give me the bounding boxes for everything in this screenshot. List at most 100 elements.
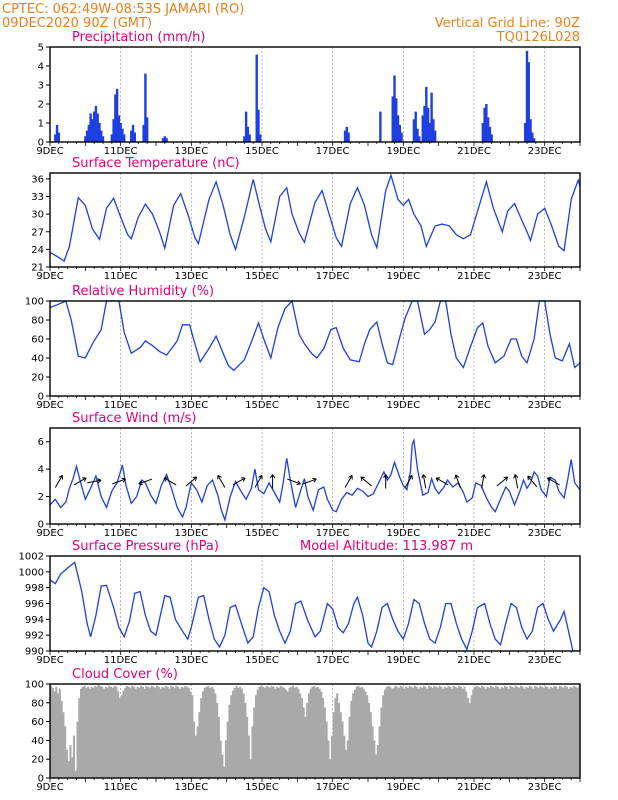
- cloud-bar: [516, 686, 519, 778]
- cloud-bar: [366, 695, 369, 778]
- precip-bar: [133, 132, 136, 142]
- x-tick-label: 15DEC: [245, 271, 279, 282]
- header-model-code: TQ0126L028: [496, 30, 580, 45]
- wind-arrow: [302, 478, 317, 485]
- x-tick-label: 19DEC: [386, 400, 420, 411]
- y-tick-label: 4: [38, 62, 44, 73]
- x-tick-label: 15DEC: [245, 782, 279, 793]
- wind-arrow: [112, 478, 126, 485]
- x-tick-label: 9DEC: [36, 400, 63, 411]
- cloud-bar: [209, 687, 212, 778]
- x-tick-label: 23DEC: [528, 146, 562, 157]
- cloud-bar: [205, 686, 208, 778]
- cloud-bar: [433, 685, 436, 778]
- cloud-bar: [578, 685, 581, 778]
- cloud-bar: [150, 685, 153, 778]
- cloud-bar: [106, 687, 109, 778]
- wind-arrow-head: [312, 477, 317, 483]
- x-tick-label: 9DEC: [36, 528, 63, 539]
- wind-arrow: [54, 475, 63, 488]
- precip-bar: [117, 115, 121, 142]
- cloud-bar: [224, 740, 227, 778]
- cloud-bar: [311, 686, 314, 778]
- cloud-bar: [148, 687, 151, 778]
- panel-title: Relative Humidity (%): [72, 284, 214, 299]
- wind-arrow: [527, 475, 538, 488]
- cloud-bar: [571, 687, 574, 778]
- cloud-bar: [131, 685, 134, 778]
- y-tick-label: 2: [38, 100, 44, 111]
- cloud-bar: [141, 686, 144, 778]
- cloud-bar: [549, 686, 553, 778]
- cloud-bar: [235, 685, 238, 778]
- precip-bar: [144, 73, 147, 142]
- cloud-bar: [380, 707, 383, 778]
- cloud-bar: [104, 686, 107, 778]
- x-tick-label: 21DEC: [457, 782, 491, 793]
- cloud-bar: [502, 687, 505, 778]
- cloud-bar: [456, 687, 459, 778]
- y-tick-label: 0: [38, 138, 44, 149]
- precip-bar: [483, 107, 486, 142]
- cloud-bar: [90, 686, 93, 778]
- cloud-bar: [184, 685, 187, 778]
- cloud-bar: [87, 686, 90, 778]
- precip-bar: [412, 119, 416, 142]
- precip-bar: [98, 123, 101, 142]
- y-tick-label: 30: [31, 210, 44, 221]
- wind-arrow-head: [408, 474, 413, 480]
- cloud-bar: [127, 686, 130, 778]
- cloud-bar: [83, 685, 86, 778]
- cloud-bar: [535, 686, 538, 778]
- precip-bar: [112, 119, 115, 142]
- cloud-bar: [133, 686, 136, 778]
- cloud-bar: [408, 685, 411, 778]
- wind-arrow: [547, 477, 560, 486]
- y-tick-label: 40: [31, 354, 44, 365]
- cloud-bar: [136, 686, 139, 778]
- cloud-bar: [134, 688, 137, 778]
- cloud-bar: [410, 686, 413, 778]
- cloud-bar: [281, 686, 284, 778]
- cloud-bar: [481, 685, 484, 778]
- cloud-bar: [200, 698, 203, 778]
- x-tick-label: 13DEC: [174, 655, 208, 666]
- cloud-bar: [233, 687, 236, 778]
- x-tick-label: 11DEC: [104, 782, 138, 793]
- precip-bar: [255, 54, 258, 142]
- cloud-bar: [223, 766, 226, 778]
- cloud-bar: [544, 685, 547, 778]
- cloud-bar: [302, 707, 305, 778]
- cloud-bar: [265, 685, 268, 778]
- cloud-bar: [226, 721, 229, 778]
- precip-bar: [396, 115, 400, 142]
- cloud-bar: [196, 726, 199, 778]
- cloud-bar: [504, 685, 507, 778]
- cloud-bar: [399, 685, 402, 778]
- cloud-bar: [500, 686, 503, 778]
- precip-bar: [243, 136, 246, 142]
- cloud-bar: [67, 761, 70, 778]
- cloud-bar: [256, 689, 259, 778]
- cloud-bar: [168, 688, 171, 778]
- cloud-bar: [156, 685, 159, 778]
- cloud-bar: [230, 695, 233, 778]
- cloud-bar: [534, 685, 537, 778]
- precip-bar: [529, 119, 532, 142]
- precip-bar: [94, 105, 98, 142]
- precip-bar: [425, 86, 428, 142]
- cloud-bar: [113, 685, 116, 778]
- series-line: [49, 173, 581, 263]
- cloud-bar: [376, 745, 379, 778]
- cloud-bar: [421, 687, 424, 778]
- cloud-bar: [194, 735, 197, 778]
- series-line: [49, 561, 574, 652]
- cloud-bar: [443, 686, 447, 778]
- cloud-bar: [237, 687, 240, 778]
- cloud-bar: [435, 686, 438, 778]
- y-tick-label: 20: [31, 755, 44, 766]
- cloud-bar: [572, 685, 575, 778]
- cloud-bar: [170, 685, 173, 778]
- cloud-bar: [221, 754, 224, 778]
- cloud-bar: [557, 688, 560, 778]
